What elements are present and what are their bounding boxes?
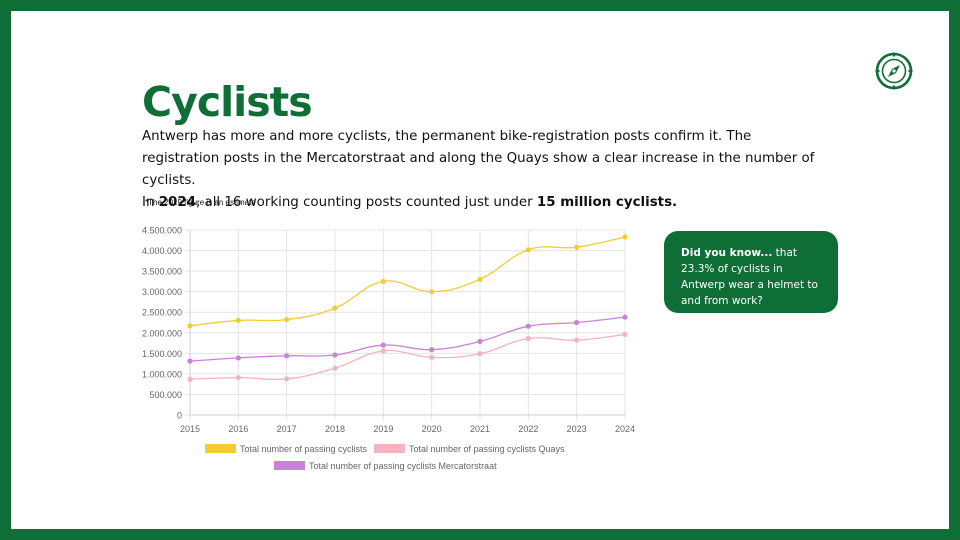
x-tick-label: 2016	[228, 424, 248, 434]
estimate-note: *The 2019 figure is an estimate	[145, 198, 256, 207]
y-tick-label: 500.000	[149, 390, 182, 400]
legend-swatch	[205, 444, 236, 453]
x-tick-label: 2017	[277, 424, 297, 434]
legend-swatch	[374, 444, 405, 453]
data-point	[235, 317, 241, 324]
legend-label: Total number of passing cyclists	[240, 444, 368, 454]
data-point	[332, 305, 338, 311]
data-point	[380, 348, 386, 354]
intro-text: Antwerp has more and more cyclists, the …	[142, 126, 822, 214]
data-point	[574, 244, 580, 250]
x-tick-label: 2020	[422, 424, 442, 434]
intro-line-2-start: In	[142, 195, 159, 210]
series-line-3	[189, 316, 626, 362]
data-point	[477, 351, 483, 357]
data-point	[284, 353, 290, 359]
intro-total: 15 million cyclists.	[536, 195, 678, 210]
x-tick-label: 2019	[373, 424, 393, 434]
y-tick-label: 1.000.000	[142, 369, 182, 379]
y-tick-label: 4.000.000	[142, 246, 182, 256]
data-point	[477, 276, 483, 282]
did-you-know-card: Did you know... that 23.3% of cyclists i…	[664, 231, 838, 313]
data-point	[187, 376, 193, 382]
data-point	[235, 374, 241, 381]
x-tick-label: 2015	[180, 424, 200, 434]
y-tick-label: 4.500.000	[142, 226, 182, 236]
data-point	[429, 347, 435, 353]
data-point	[284, 376, 290, 382]
data-point	[574, 337, 580, 343]
fact-text: that 23.3% of cyclists in Antwerp wear a…	[681, 247, 818, 307]
y-tick-label: 1.500.000	[142, 349, 182, 359]
x-tick-label: 2022	[518, 424, 538, 434]
data-point	[477, 338, 483, 345]
x-tick-label: 2023	[567, 424, 587, 434]
y-tick-label: 3.000.000	[142, 287, 182, 297]
data-point	[187, 323, 193, 329]
cyclists-line-chart: 0 500.000 1.000.000 1.500.000 2.000.000 2.500…	[142, 226, 635, 472]
legend-label: Total number of passing cyclists Quays	[409, 444, 565, 454]
y-tick-label: 2.000.000	[142, 328, 182, 338]
data-point	[622, 234, 628, 240]
y-tick-label: 3.500.000	[142, 267, 182, 277]
series-line-2	[189, 333, 626, 381]
data-point	[332, 352, 338, 358]
y-tick-label: 0	[177, 411, 182, 421]
data-point	[622, 331, 628, 338]
fact-lead: Did you know...	[681, 247, 773, 259]
data-point	[380, 278, 386, 284]
data-point	[380, 342, 386, 348]
intro-line-1: Antwerp has more and more cyclists, the …	[142, 129, 815, 188]
x-tick-label: 2018	[325, 424, 345, 434]
data-point	[429, 289, 435, 295]
data-point	[525, 247, 531, 253]
intro-line-2-middle: , all 16 working counting posts counted …	[195, 195, 537, 210]
data-point	[574, 319, 580, 326]
data-point	[622, 314, 628, 320]
intro-line-2: In 2024, all 16 working counting posts c…	[142, 192, 822, 214]
data-point	[284, 317, 290, 323]
series-line-1	[189, 236, 626, 327]
page-title: Cyclists	[142, 78, 313, 126]
x-tick-label: 2021	[470, 424, 490, 434]
legend-label: Total number of passing cyclists Mercato…	[309, 461, 497, 471]
data-point	[525, 335, 531, 342]
data-point	[429, 354, 435, 361]
data-point	[525, 323, 531, 329]
legend-swatch	[274, 461, 305, 470]
data-point	[332, 365, 338, 371]
compass-icon	[875, 52, 913, 90]
y-tick-label: 2.500.000	[142, 308, 182, 318]
intro-year: 2024	[158, 195, 196, 210]
data-point	[187, 358, 193, 364]
data-point	[235, 355, 241, 361]
x-tick-label: 2024	[615, 424, 635, 434]
